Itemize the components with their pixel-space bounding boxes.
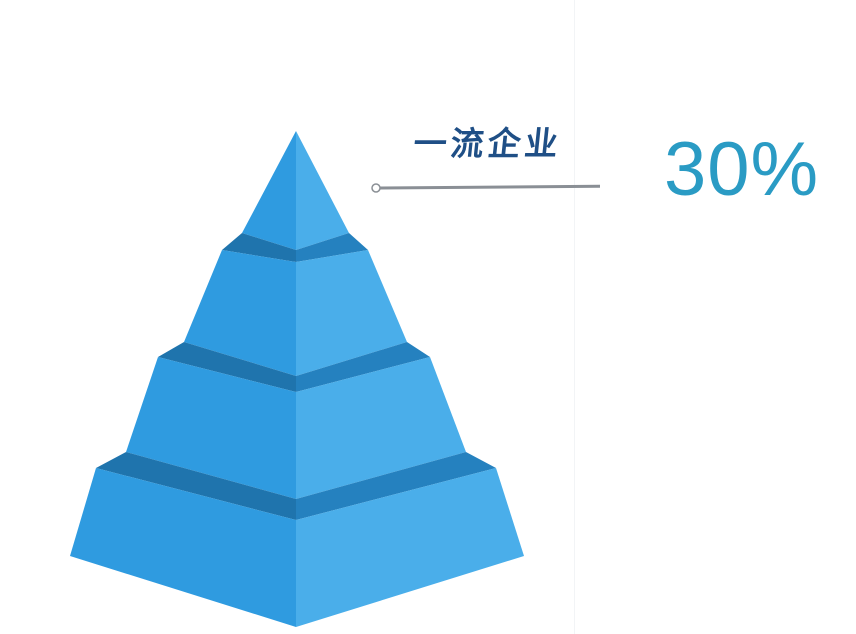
tier-4-right-face: [296, 468, 524, 627]
tier-2-left-face: [184, 250, 296, 376]
tier-1-left-face: [242, 131, 296, 250]
pyramid-band-2: [158, 342, 430, 392]
tier-4-left-face: [70, 468, 296, 627]
pyramid-band-1: [222, 233, 368, 262]
callout-label: 一流企业: [411, 124, 564, 163]
tier-3-right-face: [296, 357, 466, 499]
callout-percentage: 30%: [664, 127, 820, 212]
pyramid-diagram: [70, 131, 600, 627]
background-divider: [574, 0, 575, 634]
leader-endpoint: [371, 183, 381, 193]
pyramid-band-3: [96, 452, 496, 520]
leader-line: [371, 183, 600, 193]
tier-1-right-face: [296, 131, 349, 250]
tier-3-left-face: [126, 357, 296, 499]
pyramid-tier-2: [184, 250, 407, 376]
pyramid-tier-4: [70, 468, 524, 627]
pyramid-tier-1: [242, 131, 349, 250]
pyramid-tier-3: [126, 357, 466, 499]
tier-2-right-face: [296, 250, 407, 376]
